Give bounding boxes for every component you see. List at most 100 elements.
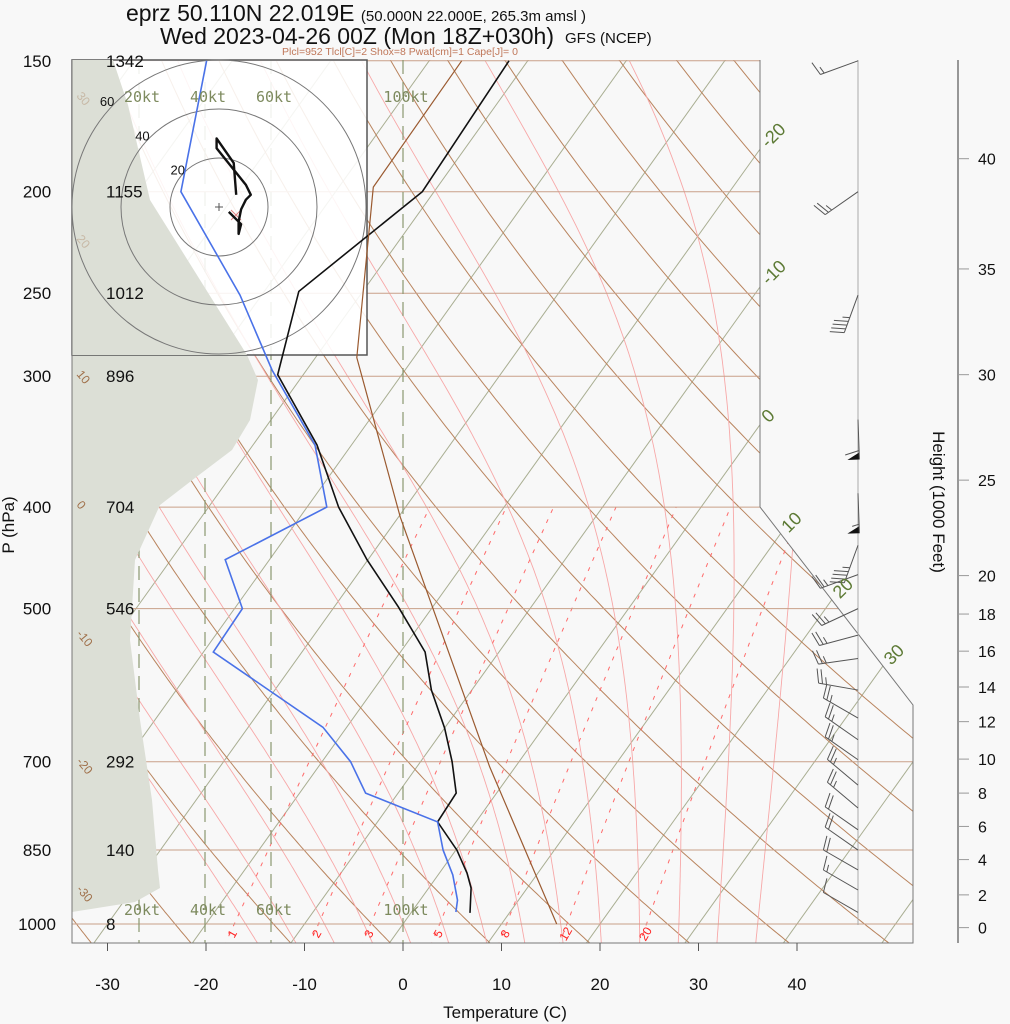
wind-barb bbox=[826, 745, 859, 786]
wind-barb bbox=[829, 294, 859, 334]
pressure-label: 300 bbox=[23, 367, 51, 386]
isotherm-line bbox=[682, 60, 913, 943]
height-m-label: 140 bbox=[106, 841, 134, 860]
dry-adiabat-line bbox=[72, 60, 494, 943]
wind-barb bbox=[822, 878, 859, 913]
isotherm-label: -10 bbox=[757, 256, 790, 289]
wind-speed-label-top: 40kt bbox=[190, 88, 226, 106]
pressure-label: 850 bbox=[23, 841, 51, 860]
pressure-label: 500 bbox=[23, 600, 51, 619]
wind-barb bbox=[824, 792, 859, 831]
dewpoint-profile bbox=[180, 60, 459, 913]
height-tick-label: 20 bbox=[978, 569, 996, 586]
mixing-ratio-line bbox=[223, 506, 431, 943]
height-m-label: 292 bbox=[106, 753, 134, 772]
wind-barb bbox=[811, 631, 859, 646]
mixing-ratio-label: 20 bbox=[636, 924, 655, 943]
hodograph-trace bbox=[215, 137, 253, 236]
dry-adiabat-line bbox=[835, 60, 913, 943]
dry-adiabat-line bbox=[72, 60, 394, 943]
dry-adiabat-line bbox=[438, 60, 913, 943]
moist-adiabat-line bbox=[754, 60, 802, 943]
plot-frame bbox=[71, 60, 914, 944]
dry-adiabat-line bbox=[381, 60, 913, 943]
model-name: GFS (NCEP) bbox=[565, 30, 652, 47]
height-m-label: 1155 bbox=[106, 183, 143, 202]
header: eprz 50.110N 22.019E (50.000N 22.000E, 2… bbox=[126, 0, 652, 58]
x-axis-title: Temperature (C) bbox=[443, 1003, 567, 1022]
wind-barb bbox=[812, 650, 859, 665]
x-tick-label: -10 bbox=[292, 975, 317, 994]
isotherm-label: 10 bbox=[777, 508, 805, 536]
wind-speed-label-top: 20kt bbox=[124, 88, 160, 106]
wind-barb bbox=[822, 683, 859, 719]
hodograph-ring-label: 40 bbox=[135, 128, 149, 143]
dry-adiabat-line bbox=[1006, 45, 1010, 946]
mixing-ratio-label: 8 bbox=[497, 927, 513, 940]
height-tick-label: 10 bbox=[978, 752, 996, 769]
hodograph-ring-label: 20 bbox=[170, 163, 184, 178]
isotherm-label: -20 bbox=[757, 119, 790, 152]
x-tick-label: -30 bbox=[95, 975, 120, 994]
mixing-ratio-line bbox=[558, 506, 731, 943]
x-tick-label: 40 bbox=[788, 975, 807, 994]
wind-barb bbox=[811, 574, 859, 589]
mixing-ratio-line bbox=[638, 506, 803, 943]
mixing-ratio-label: 3 bbox=[361, 927, 377, 940]
mixing-ratio-label: 2 bbox=[309, 927, 325, 940]
stability-indices: Plcl=952 Tlcl[C]=2 Shox=8 Pwat[cm]=1 Cap… bbox=[282, 46, 518, 58]
isotherm-label: 30 bbox=[880, 640, 908, 668]
height-m-label: 896 bbox=[106, 367, 134, 386]
height-tick-label: 0 bbox=[978, 921, 987, 938]
height-m-label: 704 bbox=[106, 498, 134, 517]
height-tick-label: 16 bbox=[978, 644, 996, 661]
wind-barb bbox=[813, 191, 859, 216]
moist-adiabat-line bbox=[72, 60, 337, 943]
isotherm-line bbox=[0, 29, 58, 946]
height-tick-label: 8 bbox=[978, 786, 987, 803]
isotherm-label: 0 bbox=[757, 405, 778, 426]
wind-speed-label-bottom: 60kt bbox=[256, 901, 292, 919]
height-m-label: 546 bbox=[106, 600, 134, 619]
dry-adiabat-line bbox=[268, 60, 913, 943]
pressure-label: 400 bbox=[23, 498, 51, 517]
wind-barbs bbox=[811, 60, 860, 913]
wind-speed-label-bottom: 40kt bbox=[190, 901, 226, 919]
height-axis-title: Height (1000 Feet) bbox=[929, 431, 948, 573]
station-title: eprz 50.110N 22.019E (50.000N 22.000E, 2… bbox=[126, 0, 586, 26]
wind-barb bbox=[826, 768, 859, 809]
temperature-profile bbox=[276, 60, 510, 913]
height-tick-label: 30 bbox=[978, 368, 996, 385]
dry-adiabat-line bbox=[494, 60, 913, 943]
height-tick-label: 40 bbox=[978, 152, 996, 169]
height-tick-label: 14 bbox=[978, 680, 996, 697]
height-m-label: 8 bbox=[106, 915, 115, 934]
gridpoint-info: (50.000N 22.000E, 265.3m amsl ) bbox=[361, 8, 586, 25]
wind-pennant bbox=[847, 526, 860, 534]
moist-adiabat-line bbox=[484, 60, 682, 943]
x-tick-label: 20 bbox=[591, 975, 610, 994]
profiles bbox=[180, 60, 558, 925]
hodograph-shade bbox=[72, 60, 247, 355]
y-axis-title: P (hPa) bbox=[0, 496, 18, 553]
wind-pennant bbox=[847, 452, 860, 460]
x-tick-label: 0 bbox=[398, 975, 407, 994]
height-m-label: 1012 bbox=[106, 284, 144, 303]
height-tick-label: 4 bbox=[978, 853, 987, 870]
hodograph-origin-icon bbox=[215, 203, 223, 211]
wind-speed-label-top: 100kt bbox=[383, 88, 428, 106]
mixing-ratio-label: 5 bbox=[430, 927, 446, 940]
parcel-profile bbox=[356, 60, 558, 925]
wind-speed-label-bottom: 20kt bbox=[124, 901, 160, 919]
plot-border bbox=[71, 60, 914, 944]
valid-time: Wed 2023-04-26 00Z (Mon 18Z+030h) bbox=[160, 23, 554, 49]
height-tick-label: 6 bbox=[978, 819, 987, 836]
wind-speed-label-top: 60kt bbox=[256, 88, 292, 106]
wind-barb bbox=[811, 608, 859, 626]
height-m-label: 1342 bbox=[106, 52, 144, 71]
moist-adiabat-line bbox=[72, 60, 375, 943]
pressure-label: 1000 bbox=[18, 915, 56, 934]
height-tick-label: 2 bbox=[978, 888, 987, 905]
wind-barb bbox=[845, 419, 860, 460]
height-tick-label: 18 bbox=[978, 607, 996, 624]
